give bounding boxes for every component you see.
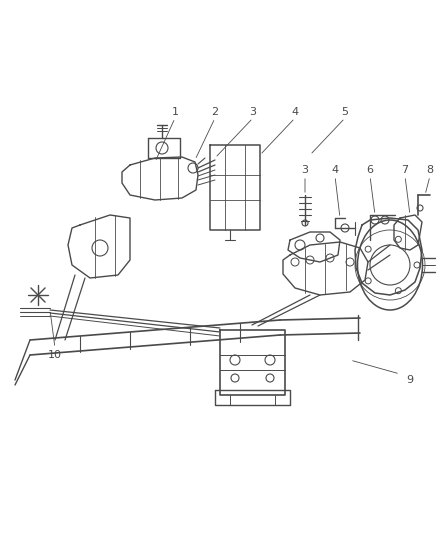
Text: 10: 10 bbox=[48, 350, 62, 360]
Text: 3: 3 bbox=[301, 165, 308, 175]
Text: 4: 4 bbox=[332, 165, 339, 175]
Text: 2: 2 bbox=[212, 107, 219, 117]
Text: 6: 6 bbox=[367, 165, 374, 175]
Text: 8: 8 bbox=[427, 165, 434, 175]
Text: 7: 7 bbox=[402, 165, 409, 175]
Text: 4: 4 bbox=[291, 107, 299, 117]
Text: 1: 1 bbox=[172, 107, 179, 117]
Text: 5: 5 bbox=[342, 107, 349, 117]
Text: 9: 9 bbox=[406, 375, 413, 385]
Text: 3: 3 bbox=[250, 107, 257, 117]
